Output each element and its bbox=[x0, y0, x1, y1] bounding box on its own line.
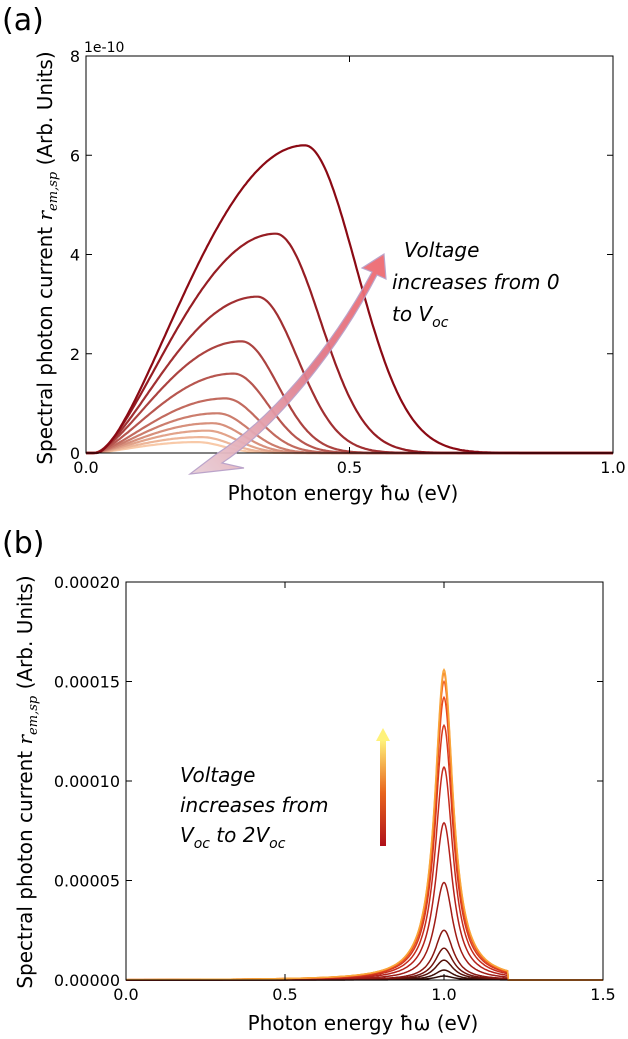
panel-b-annotation-line3-b-sub: oc bbox=[269, 836, 286, 852]
panel-b-y-tick-label: 0.00000 bbox=[54, 971, 120, 990]
panel-b-annotation-line3-a-sub: oc bbox=[194, 836, 211, 852]
panel-a-voltage-arrow bbox=[187, 252, 387, 475]
panel-a-annotation-line3-sub: oc bbox=[432, 315, 449, 331]
panel-b-series-line bbox=[126, 881, 603, 981]
panel-b-ticks: 0.0 0.5 1.0 1.5 0.00000 0.00005 0.00010 0.00015… bbox=[54, 573, 616, 1004]
panel-b-y-tick-label: 0.00020 bbox=[54, 573, 120, 592]
panel-b-annotation: Voltage increases from Voc to 2Voc bbox=[180, 763, 329, 852]
panel-a-ylabel-prefix: Spectral photon current bbox=[33, 220, 57, 464]
panel-a-y-tick-label: 0 bbox=[70, 444, 80, 463]
panel-a-annotation-line2: increases from 0 bbox=[392, 270, 560, 294]
panel-b-y-tick-label: 0.00005 bbox=[54, 872, 120, 891]
panel-a-curves bbox=[86, 144, 613, 455]
panel-b-y-tick-label: 0.00015 bbox=[54, 673, 120, 692]
panel-b-annotation-line3: Voc to 2Voc bbox=[180, 823, 286, 852]
panel-a-ylabel: Spectral photon current rem,sp (Arb. Uni… bbox=[33, 51, 61, 464]
panel-a-annotation-line3: to Voc bbox=[392, 302, 449, 331]
panel-a-series-line bbox=[86, 397, 613, 455]
panel-a-axes-frame bbox=[85, 55, 614, 454]
panel-a-x-tick-label: 0.5 bbox=[337, 458, 362, 477]
panel-b-series-line bbox=[126, 679, 603, 981]
panel-a: (a) 1e-10 0.0 0.5 1.0 0 2 4 6 8 Voltage increas… bbox=[2, 3, 626, 505]
panel-b-annotation-line3-b: to 2V bbox=[210, 823, 271, 847]
panel-a-annotation-line3-prefix: to V bbox=[392, 302, 433, 326]
panel-b-label: (b) bbox=[2, 526, 44, 561]
panel-b-x-tick-label: 1.0 bbox=[431, 985, 456, 1004]
panel-a-y-tick-label: 4 bbox=[70, 246, 80, 265]
panel-b-ylabel-sym: r bbox=[13, 733, 37, 744]
panel-a-x-tick-label: 0.0 bbox=[73, 458, 98, 477]
panel-b-annotation-line3-a: V bbox=[180, 823, 195, 847]
panel-b-annotation-line2: increases from bbox=[180, 793, 329, 817]
panel-b-series-line bbox=[126, 668, 603, 981]
panel-a-xlabel: Photon energy ħω (eV) bbox=[228, 481, 459, 505]
panel-b-ylabel-sub: em,sp bbox=[26, 695, 41, 735]
panel-b-ylabel: Spectral photon current rem,sp (Arb. Uni… bbox=[13, 575, 41, 988]
panel-a-y-tick-label: 8 bbox=[70, 47, 80, 66]
panel-a-annotation: Voltage increases from 0 to Voc bbox=[392, 238, 560, 331]
panel-b-xlabel: Photon energy ħω (eV) bbox=[248, 1011, 479, 1035]
panel-a-ylabel-sub: em,sp bbox=[46, 171, 61, 211]
panel-a-series-line bbox=[86, 232, 613, 455]
panel-a-ylabel-suffix: (Arb. Units) bbox=[33, 51, 57, 171]
panel-b-annotation-line1: Voltage bbox=[180, 763, 255, 787]
panel-b-ylabel-suffix: (Arb. Units) bbox=[13, 575, 37, 695]
panel-b-y-tick-label: 0.00010 bbox=[54, 772, 120, 791]
panel-b-ylabel-prefix: Spectral photon current bbox=[13, 744, 37, 988]
panel-a-x-tick-label: 1.0 bbox=[600, 458, 625, 477]
panel-a-offset-text: 1e-10 bbox=[84, 40, 124, 56]
panel-a-label: (a) bbox=[2, 3, 44, 38]
panel-a-y-tick-label: 6 bbox=[70, 146, 80, 165]
panel-b-series-line bbox=[126, 671, 603, 981]
panel-b-curves bbox=[126, 668, 603, 981]
panel-a-ticks: 0.0 0.5 1.0 0 2 4 6 8 bbox=[70, 47, 626, 477]
panel-a-ylabel-sym: r bbox=[33, 209, 57, 220]
panel-b-x-tick-label: 1.5 bbox=[590, 985, 615, 1004]
panel-b-voltage-arrow bbox=[376, 728, 390, 846]
panel-b: (b) 0.0 0.5 1.0 1.50.000000.000050.000100.0… bbox=[2, 526, 616, 1035]
panel-b-series-line bbox=[126, 929, 603, 981]
panel-b-x-tick-label: 0.0 bbox=[113, 985, 138, 1004]
panel-a-series-line bbox=[86, 144, 613, 455]
panel-a-annotation-line1: Voltage bbox=[404, 238, 479, 262]
panel-b-x-tick-label: 0.5 bbox=[272, 985, 297, 1004]
panel-a-y-tick-label: 2 bbox=[70, 345, 80, 364]
